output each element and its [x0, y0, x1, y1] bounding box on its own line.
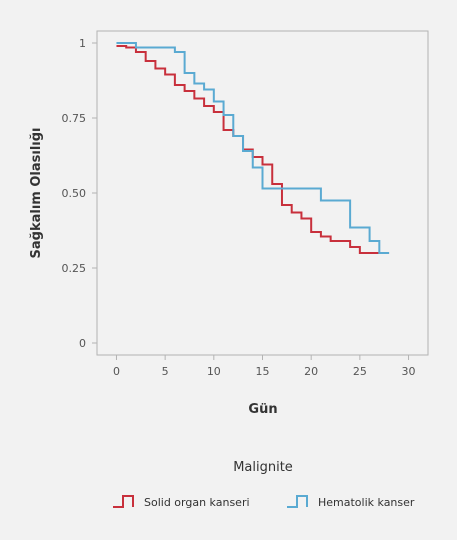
y-tick-label: 0 — [79, 337, 86, 350]
legend-label: Solid organ kanseri — [144, 496, 250, 509]
x-tick-label: 15 — [256, 365, 270, 378]
y-tick-label: 1 — [79, 37, 86, 50]
x-tick-label: 20 — [304, 365, 318, 378]
y-tick-label: 0.25 — [62, 262, 87, 275]
legend-symbol — [287, 495, 308, 508]
x-tick-label: 5 — [162, 365, 169, 378]
y-axis-title: Sağkalım Olasılığı — [29, 128, 44, 259]
legend-title: Malignite — [233, 460, 293, 475]
y-tick-label: 0.50 — [62, 187, 87, 200]
x-axis-title: Gün — [248, 402, 277, 417]
plot-frame — [96, 30, 429, 356]
y-tick-label: 0.75 — [62, 112, 87, 125]
legend-symbol — [113, 495, 134, 508]
x-tick-label: 30 — [402, 365, 416, 378]
x-tick-label: 0 — [113, 365, 120, 378]
survival-curve-hematolik — [116, 42, 390, 254]
survival-curve-solid-organ — [116, 45, 390, 254]
x-tick-label: 10 — [207, 365, 221, 378]
x-tick-label: 25 — [353, 365, 367, 378]
legend-label: Hematolik kanser — [318, 496, 415, 509]
legend: Solid organ kanseri Hematolik kanser — [113, 495, 415, 509]
